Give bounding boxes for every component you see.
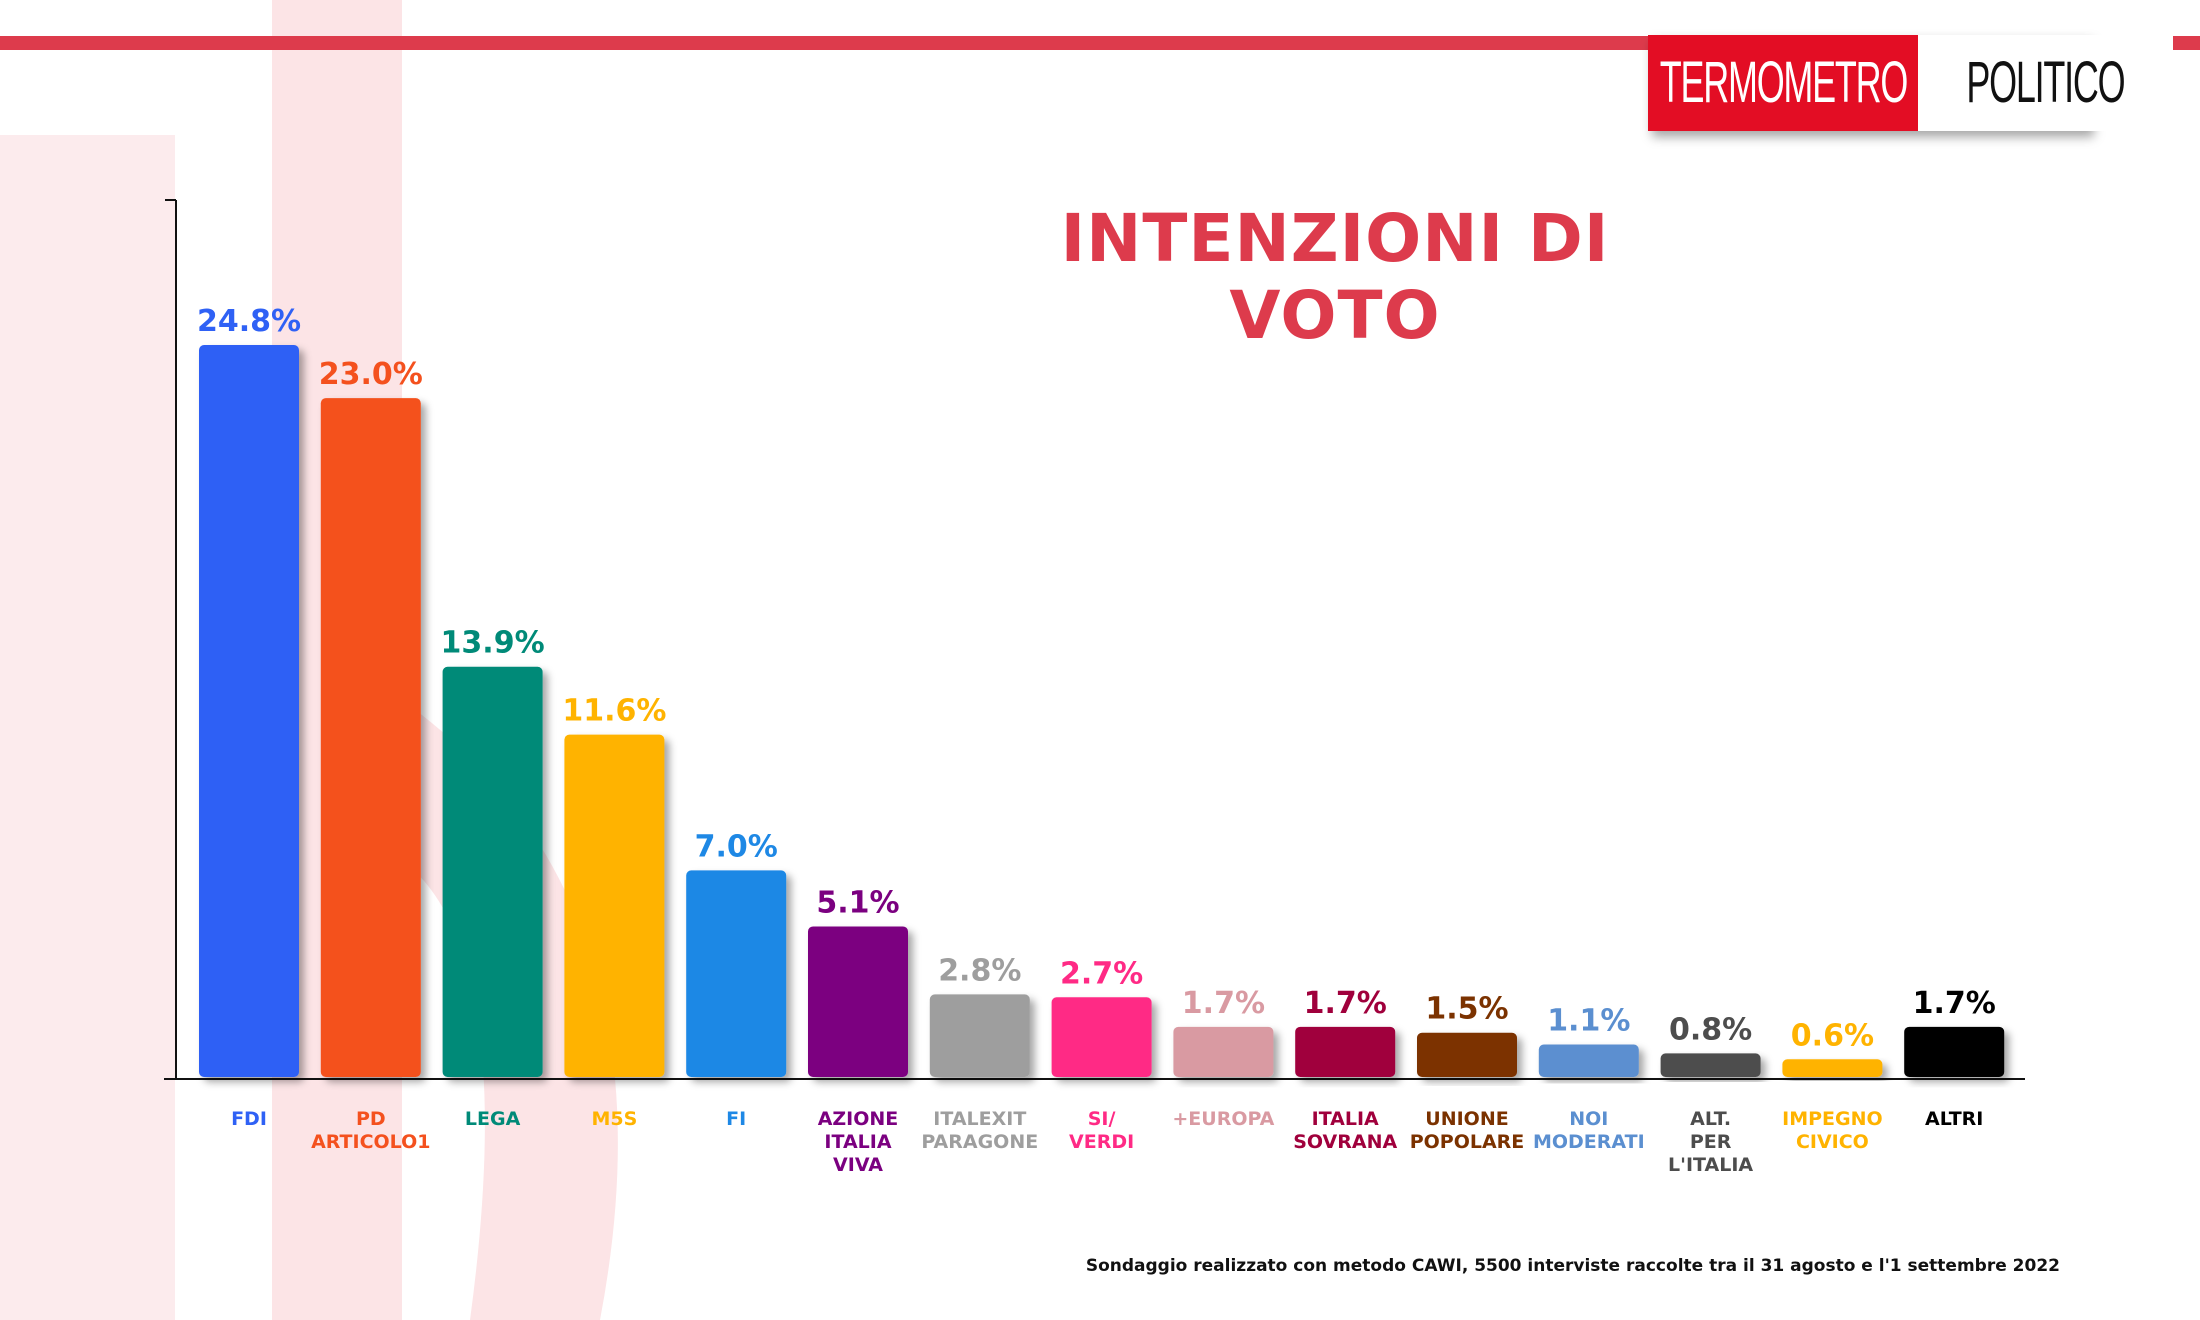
source-note: Sondaggio realizzato con metodo CAWI, 55…	[1085, 1256, 2060, 1276]
value-label-12: 1.1%	[1547, 1004, 1630, 1039]
category-label-14: IMPEGNO CIVICO	[1782, 1108, 1883, 1153]
category-label-2: PD ARTICOLO1	[311, 1108, 430, 1153]
value-label-8: 2.7%	[1060, 956, 1143, 991]
termometro-politico-logo: TERMOMETRO POLITICO	[1648, 35, 2173, 131]
bar-11	[1417, 1032, 1517, 1077]
bar-8	[1051, 997, 1152, 1077]
category-label-15: ALTRI	[1925, 1108, 1983, 1130]
value-label-6: 5.1%	[816, 885, 899, 920]
category-label-8: SI/VERDI	[1069, 1108, 1134, 1153]
bar-14	[1782, 1059, 1883, 1077]
chart-title: INTENZIONI DI VOTO	[1060, 200, 1610, 354]
category-label-9: +EUROPA	[1172, 1108, 1274, 1130]
bar-7	[929, 994, 1030, 1077]
category-label-7: ITALEXIT PARAGONE	[921, 1108, 1038, 1153]
value-label-1: 24.8%	[197, 304, 301, 339]
value-label-14: 0.6%	[1791, 1018, 1874, 1053]
bar-6	[808, 926, 908, 1077]
bar-12	[1538, 1044, 1639, 1077]
value-label-3: 13.9%	[441, 626, 545, 661]
category-label-5: FI	[726, 1108, 746, 1130]
logo-right-block: POLITICO	[1918, 35, 2173, 131]
bar-5	[686, 870, 787, 1077]
value-label-5: 7.0%	[695, 829, 778, 864]
bar-2	[320, 398, 421, 1077]
bar-4	[564, 734, 665, 1077]
category-label-11: UNIONE POPOLARE	[1410, 1108, 1525, 1153]
value-label-15: 1.7%	[1913, 986, 1996, 1021]
bar-10	[1295, 1026, 1396, 1077]
bar-15	[1904, 1026, 2005, 1077]
value-label-9: 1.7%	[1182, 986, 1265, 1021]
category-label-12: NOI MODERATI	[1533, 1108, 1645, 1153]
category-label-1: FDI	[231, 1108, 267, 1130]
value-label-4: 11.6%	[562, 694, 666, 729]
category-label-4: M5S	[591, 1108, 637, 1130]
category-label-3: LEGA	[465, 1108, 521, 1130]
value-label-2: 23.0%	[319, 357, 423, 392]
value-label-13: 0.8%	[1669, 1012, 1752, 1047]
bar-3	[442, 666, 543, 1077]
value-label-7: 2.8%	[938, 953, 1021, 988]
bar-9	[1173, 1026, 1274, 1077]
value-label-11: 1.5%	[1425, 992, 1508, 1027]
category-label-10: ITALIA SOVRANA	[1293, 1108, 1397, 1153]
bar-13	[1660, 1053, 1761, 1077]
category-label-6: AZIONE ITALIA VIVA	[818, 1108, 899, 1176]
bar-1	[199, 345, 299, 1077]
value-label-10: 1.7%	[1304, 986, 1387, 1021]
logo-left-block: TERMOMETRO	[1648, 35, 1918, 131]
category-label-13: ALT. PER L'ITALIA	[1668, 1108, 1753, 1176]
